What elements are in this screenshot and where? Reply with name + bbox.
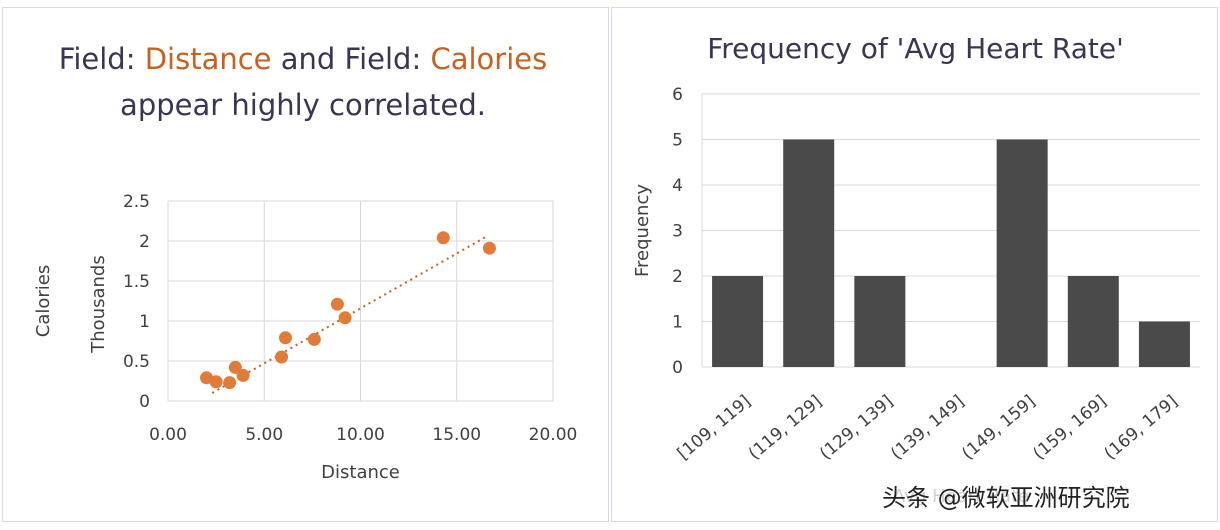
y-tick-label: 4	[672, 176, 683, 196]
scatter-point	[278, 331, 292, 345]
correlation-insight-panel: Field: Distance and Field: Calories appe…	[2, 7, 609, 522]
title-text: and Field:	[271, 42, 431, 76]
scatter-point	[275, 350, 289, 364]
title-text: appear highly correlated.	[120, 88, 486, 122]
title-field-distance: Distance	[144, 42, 272, 76]
y-tick-label: 2	[672, 267, 683, 287]
x-tick-label: 15.00	[432, 425, 481, 445]
y-tick-label: 1.5	[123, 272, 150, 292]
histogram-bar	[1138, 321, 1190, 367]
scatter-point	[330, 297, 344, 311]
x-tick-label: (169, 179]	[1101, 392, 1182, 465]
scatter-point	[236, 368, 250, 382]
histogram-title: Frequency of 'Avg Heart Rate'	[707, 32, 1124, 65]
scatter-point	[228, 360, 242, 374]
y-tick-label: 1	[672, 313, 683, 333]
x-tick-label: (119, 129]	[745, 392, 826, 465]
x-tick-label: (149, 159]	[958, 392, 1039, 465]
scatter-point	[223, 376, 237, 390]
y-axis-label: Frequency	[632, 184, 653, 277]
y-tick-label: 3	[672, 222, 683, 242]
y-tick-label: 2.5	[123, 192, 150, 212]
histogram-bar	[854, 276, 906, 367]
y-axis-label: Calories	[33, 265, 54, 337]
histogram-panel: Frequency of 'Avg Heart Rate' 0 1 2 3 4 5 6 [10…	[611, 7, 1218, 522]
x-tick-label: [109, 119]	[674, 392, 755, 465]
scatter-point	[482, 241, 496, 255]
x-tick-label: 20.00	[529, 425, 578, 445]
x-tick-label: (139, 149]	[887, 392, 968, 465]
scatter-point	[436, 231, 450, 245]
x-tick-label: (159, 169]	[1029, 392, 1110, 465]
y-units-label: Thousands	[88, 255, 109, 353]
y-tick-label: 6	[672, 85, 683, 105]
y-tick-label: 2	[139, 232, 150, 252]
y-tick-label: 0.5	[123, 352, 150, 372]
histogram-bar	[783, 139, 835, 367]
scatter-point	[307, 332, 321, 346]
y-tick-label: 5	[672, 131, 683, 151]
watermark: 头条 @微软亚洲研究院	[878, 478, 1134, 513]
y-tick-label: 1	[139, 312, 150, 332]
title-text: Field:	[58, 42, 145, 76]
scatter-point	[209, 375, 223, 389]
histogram-bar	[996, 139, 1048, 367]
x-axis-label: Distance	[321, 462, 400, 483]
x-tick-label: 0.00	[149, 425, 187, 445]
x-tick-label: 5.00	[245, 425, 283, 445]
histogram-bar	[712, 276, 764, 367]
x-tick-label: 10.00	[336, 425, 385, 445]
scatter-point	[338, 311, 352, 325]
x-tick-label: (129, 139]	[816, 392, 897, 465]
histogram-bar	[1067, 276, 1119, 367]
insight-title: Field: Distance and Field: Calories appe…	[43, 36, 563, 128]
title-field-calories: Calories	[430, 42, 548, 76]
scatter-chart: 0 0.5 1 1.5 2 2.5 0.00 5.00 10.00 15.00 20.00 Dista…	[33, 192, 578, 483]
y-tick-label: 0	[672, 358, 683, 378]
y-tick-label: 0	[139, 392, 150, 412]
histogram-chart: 0 1 2 3 4 5 6 [109, 119](119, 129](129, 139](13…	[632, 85, 1200, 507]
